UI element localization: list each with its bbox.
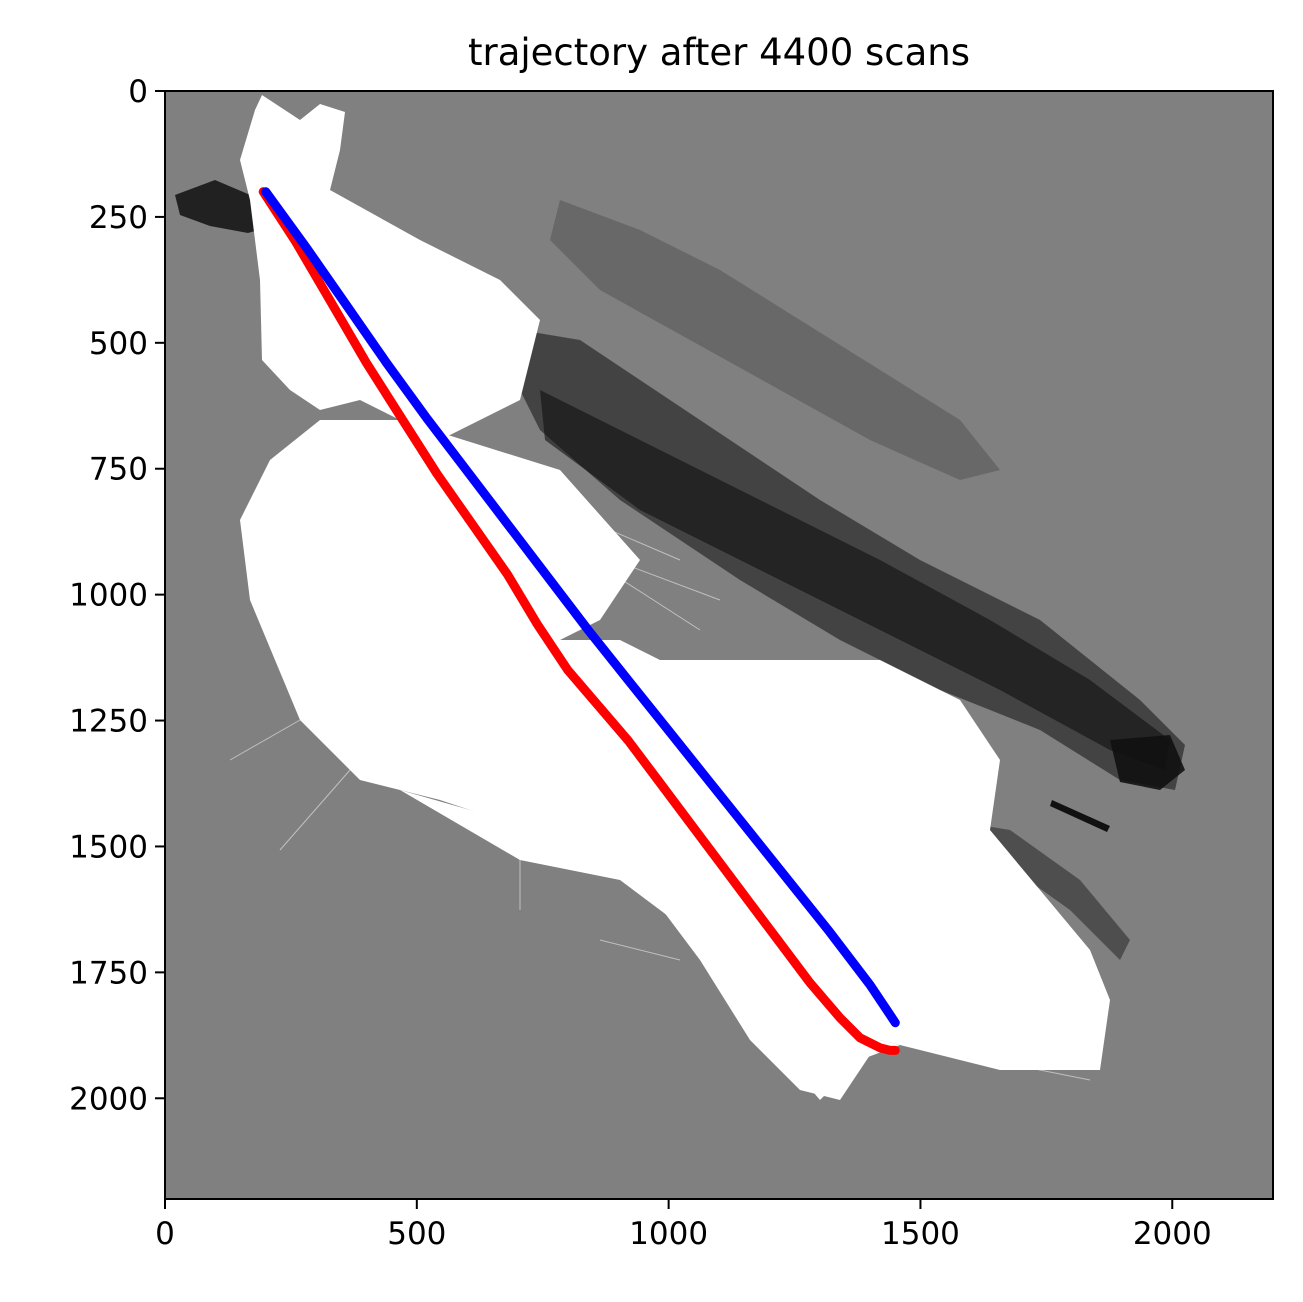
y-axis: 0 250 500 750 1000 1250 1500 1750 2000: [69, 74, 165, 1117]
occupied-band-core: [540, 390, 1170, 770]
plot-frame: [164, 90, 1274, 1200]
free-top-arm: [240, 95, 540, 440]
free-lower-spikes: [400, 790, 900, 1100]
occupied-top-arcs: [550, 200, 1000, 480]
y-tick-label: 2000: [69, 1081, 148, 1117]
ground-truth-trajectory-blue: [261, 187, 900, 1028]
y-tick-label: 750: [89, 452, 148, 488]
x-axis: 0 500 1000 1500 2000: [155, 1199, 1212, 1252]
chart-title: trajectory after 4400 scans: [468, 31, 970, 74]
free-space: [240, 95, 1110, 1100]
free-main-body: [240, 420, 1110, 1100]
x-tick-label: 500: [387, 1216, 446, 1252]
occupied-left-blob: [175, 180, 265, 233]
y-tick-label: 1750: [69, 955, 148, 991]
occupied-streak: [1050, 800, 1110, 832]
y-tick-label: 1500: [69, 829, 148, 865]
scan-rays: [229, 499, 1091, 1081]
y-tick-label: 1250: [69, 704, 148, 740]
y-tick-label: 1000: [69, 578, 148, 614]
estimated-trajectory-red: [258, 187, 900, 1055]
x-tick-label: 1000: [629, 1216, 708, 1252]
map-image: [165, 91, 1273, 1199]
x-tick-label: 0: [155, 1216, 175, 1252]
occupied-regions: [175, 180, 1185, 960]
occupied-end-blob: [1110, 735, 1185, 790]
y-tick-label: 500: [89, 326, 148, 362]
x-tick-label: 1500: [881, 1216, 960, 1252]
x-tick-label: 2000: [1133, 1216, 1212, 1252]
y-tick-label: 0: [128, 74, 148, 110]
y-tick-label: 250: [89, 200, 148, 236]
